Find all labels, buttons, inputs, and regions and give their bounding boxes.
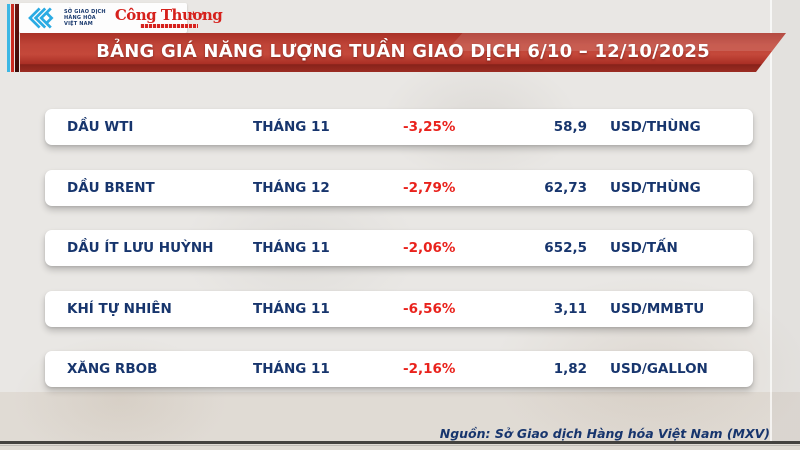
price-value: 1,82 <box>553 361 587 377</box>
price-value: 3,11 <box>553 300 587 317</box>
price-unit: USD/MMBTU <box>610 300 705 317</box>
weekly-change-percent: -2,06% <box>403 240 456 256</box>
commodity-name: XĂNG RBOB <box>67 361 158 377</box>
mxv-logo-line: HÀNG HÓA <box>64 15 96 21</box>
table-row: DẦU BRENT THÁNG 12 -2,79% 62,73 USD/THÙN… <box>45 169 753 206</box>
table-row: DẦU WTI THÁNG 11 -3,25% 58,9 USD/THÙNG <box>45 109 753 145</box>
mxv-logo-text: SỞ GIAO DỊCH HÀNG HÓA VIỆT NAM <box>64 9 106 27</box>
contract-month: THÁNG 11 <box>253 240 330 256</box>
weekly-change-percent: -3,25% <box>403 119 456 135</box>
edge-stripe-maroon <box>15 4 19 72</box>
congthuong-tagline-bar <box>139 24 198 28</box>
background-seam <box>770 0 772 441</box>
commodity-name: KHÍ TỰ NHIÊN <box>67 300 172 317</box>
bottom-rule-shadow <box>0 444 800 446</box>
masthead-logos: SỞ GIAO DỊCH HÀNG HÓA VIỆT NAM Công Thươ… <box>19 3 223 33</box>
price-table: DẦU WTI THÁNG 11 -3,25% 58,9 USD/THÙNG D… <box>45 109 753 412</box>
title-banner: BẢNG GIÁ NĂNG LƯỢNG TUẦN GIAO DỊCH 6/10 … <box>20 33 786 72</box>
edge-stripe-red <box>11 4 14 72</box>
price-unit: USD/THÙNG <box>610 119 701 135</box>
weekly-change-percent: -2,16% <box>403 361 456 377</box>
page-title: BẢNG GIÁ NĂNG LƯỢNG TUẦN GIAO DỊCH 6/10 … <box>96 41 710 62</box>
contract-month: THÁNG 11 <box>253 361 330 377</box>
commodity-name: DẦU BRENT <box>67 179 155 196</box>
mxv-logo-line: SỞ GIAO DỊCH <box>64 9 106 15</box>
background-seam-band <box>772 0 800 441</box>
table-row: KHÍ TỰ NHIÊN THÁNG 11 -6,56% 3,11 USD/MM… <box>45 290 753 327</box>
contract-month: THÁNG 12 <box>253 179 330 196</box>
weekly-change-percent: -6,56% <box>403 300 456 317</box>
table-row: DẦU ÍT LƯU HUỲNH THÁNG 11 -2,06% 652,5 U… <box>45 230 753 266</box>
congthuong-logo: Công Thương <box>114 6 223 28</box>
contract-month: THÁNG 11 <box>253 300 330 317</box>
price-unit: USD/TẤN <box>610 240 678 256</box>
contract-month: THÁNG 11 <box>253 119 330 135</box>
weekly-change-percent: -2,79% <box>403 179 456 196</box>
bottom-rule <box>0 441 800 444</box>
price-unit: USD/THÙNG <box>610 179 701 196</box>
price-value: 62,73 <box>544 179 587 196</box>
price-unit: USD/GALLON <box>610 361 708 377</box>
mxv-logo-icon <box>24 6 60 30</box>
congthuong-wordmark: Công Thương <box>114 6 223 24</box>
edge-stripe-blue <box>7 4 10 72</box>
commodity-name: DẦU WTI <box>67 119 134 135</box>
source-credit: Nguồn: Sở Giao dịch Hàng hóa Việt Nam (M… <box>439 426 770 441</box>
mxv-logo-line: VIỆT NAM <box>64 21 93 27</box>
commodity-name: DẦU ÍT LƯU HUỲNH <box>67 240 214 256</box>
price-value: 58,9 <box>553 119 587 135</box>
table-row: XĂNG RBOB THÁNG 11 -2,16% 1,82 USD/GALLO… <box>45 351 753 387</box>
price-value: 652,5 <box>544 240 587 256</box>
